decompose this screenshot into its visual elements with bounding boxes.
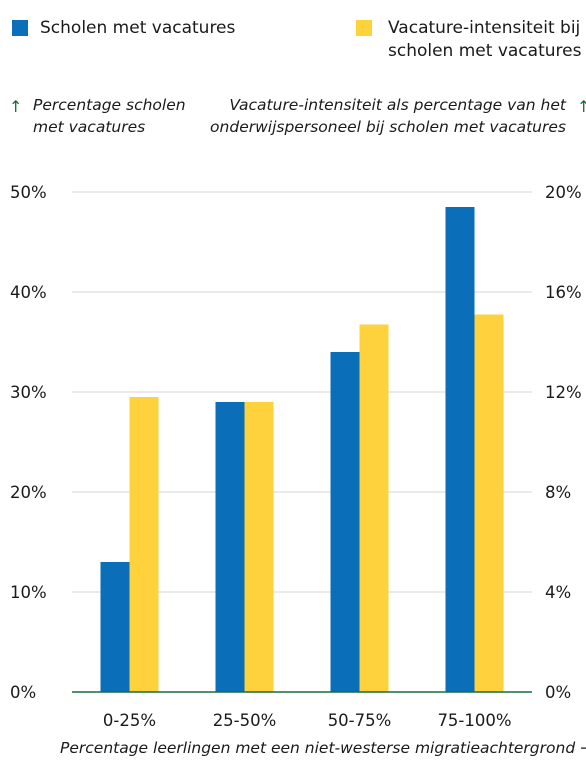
bar-vacature-intensiteit xyxy=(359,324,389,692)
x-axis-title: Percentage leerlingen met een niet-weste… xyxy=(60,737,586,759)
y-right-tick-label: 16% xyxy=(545,283,582,302)
legend-label-vacature-intensiteit: Vacature-intensiteit bij scholen met vac… xyxy=(388,18,582,61)
x-tick-label: 25-50% xyxy=(213,711,277,730)
bar-scholen xyxy=(330,352,360,692)
bar-vacature-intensiteit xyxy=(244,402,274,692)
y-right-tick-label: 8% xyxy=(545,483,571,502)
left-axis-title: Percentage scholen met vacatures xyxy=(33,96,186,136)
legend-label-scholen: Scholen met vacatures xyxy=(40,18,236,38)
y-right-tick-label: 0% xyxy=(545,683,571,702)
x-tick-label: 75-100% xyxy=(437,711,511,730)
bar-scholen xyxy=(215,402,245,692)
y-right-tick-label: 12% xyxy=(545,383,582,402)
y-left-tick-label: 10% xyxy=(10,583,47,602)
legend-swatch-vacature-intensiteit xyxy=(356,20,372,36)
right-arrow-icon: ⟶ xyxy=(580,739,586,757)
y-left-tick-label: 50% xyxy=(10,183,47,202)
bar-vacature-intensiteit xyxy=(474,314,504,692)
up-arrow-icon: ↑ xyxy=(9,97,23,116)
x-tick-label: 50-75% xyxy=(328,711,392,730)
y-left-tick-label: 0% xyxy=(10,683,36,702)
y-right-tick-label: 20% xyxy=(545,183,582,202)
bar-scholen xyxy=(445,207,475,692)
y-left-tick-label: 30% xyxy=(10,383,47,402)
y-left-tick-label: 20% xyxy=(10,483,47,502)
up-arrow-icon: ↑ xyxy=(577,97,586,116)
bar-scholen xyxy=(100,562,130,692)
right-axis-title: Vacature-intensiteit als percentage van … xyxy=(210,96,566,136)
bar-vacature-intensiteit xyxy=(129,397,159,692)
x-tick-label: 0-25% xyxy=(103,711,156,730)
y-right-tick-label: 4% xyxy=(545,583,571,602)
y-left-tick-label: 40% xyxy=(10,283,47,302)
legend-swatch-scholen xyxy=(12,20,28,36)
